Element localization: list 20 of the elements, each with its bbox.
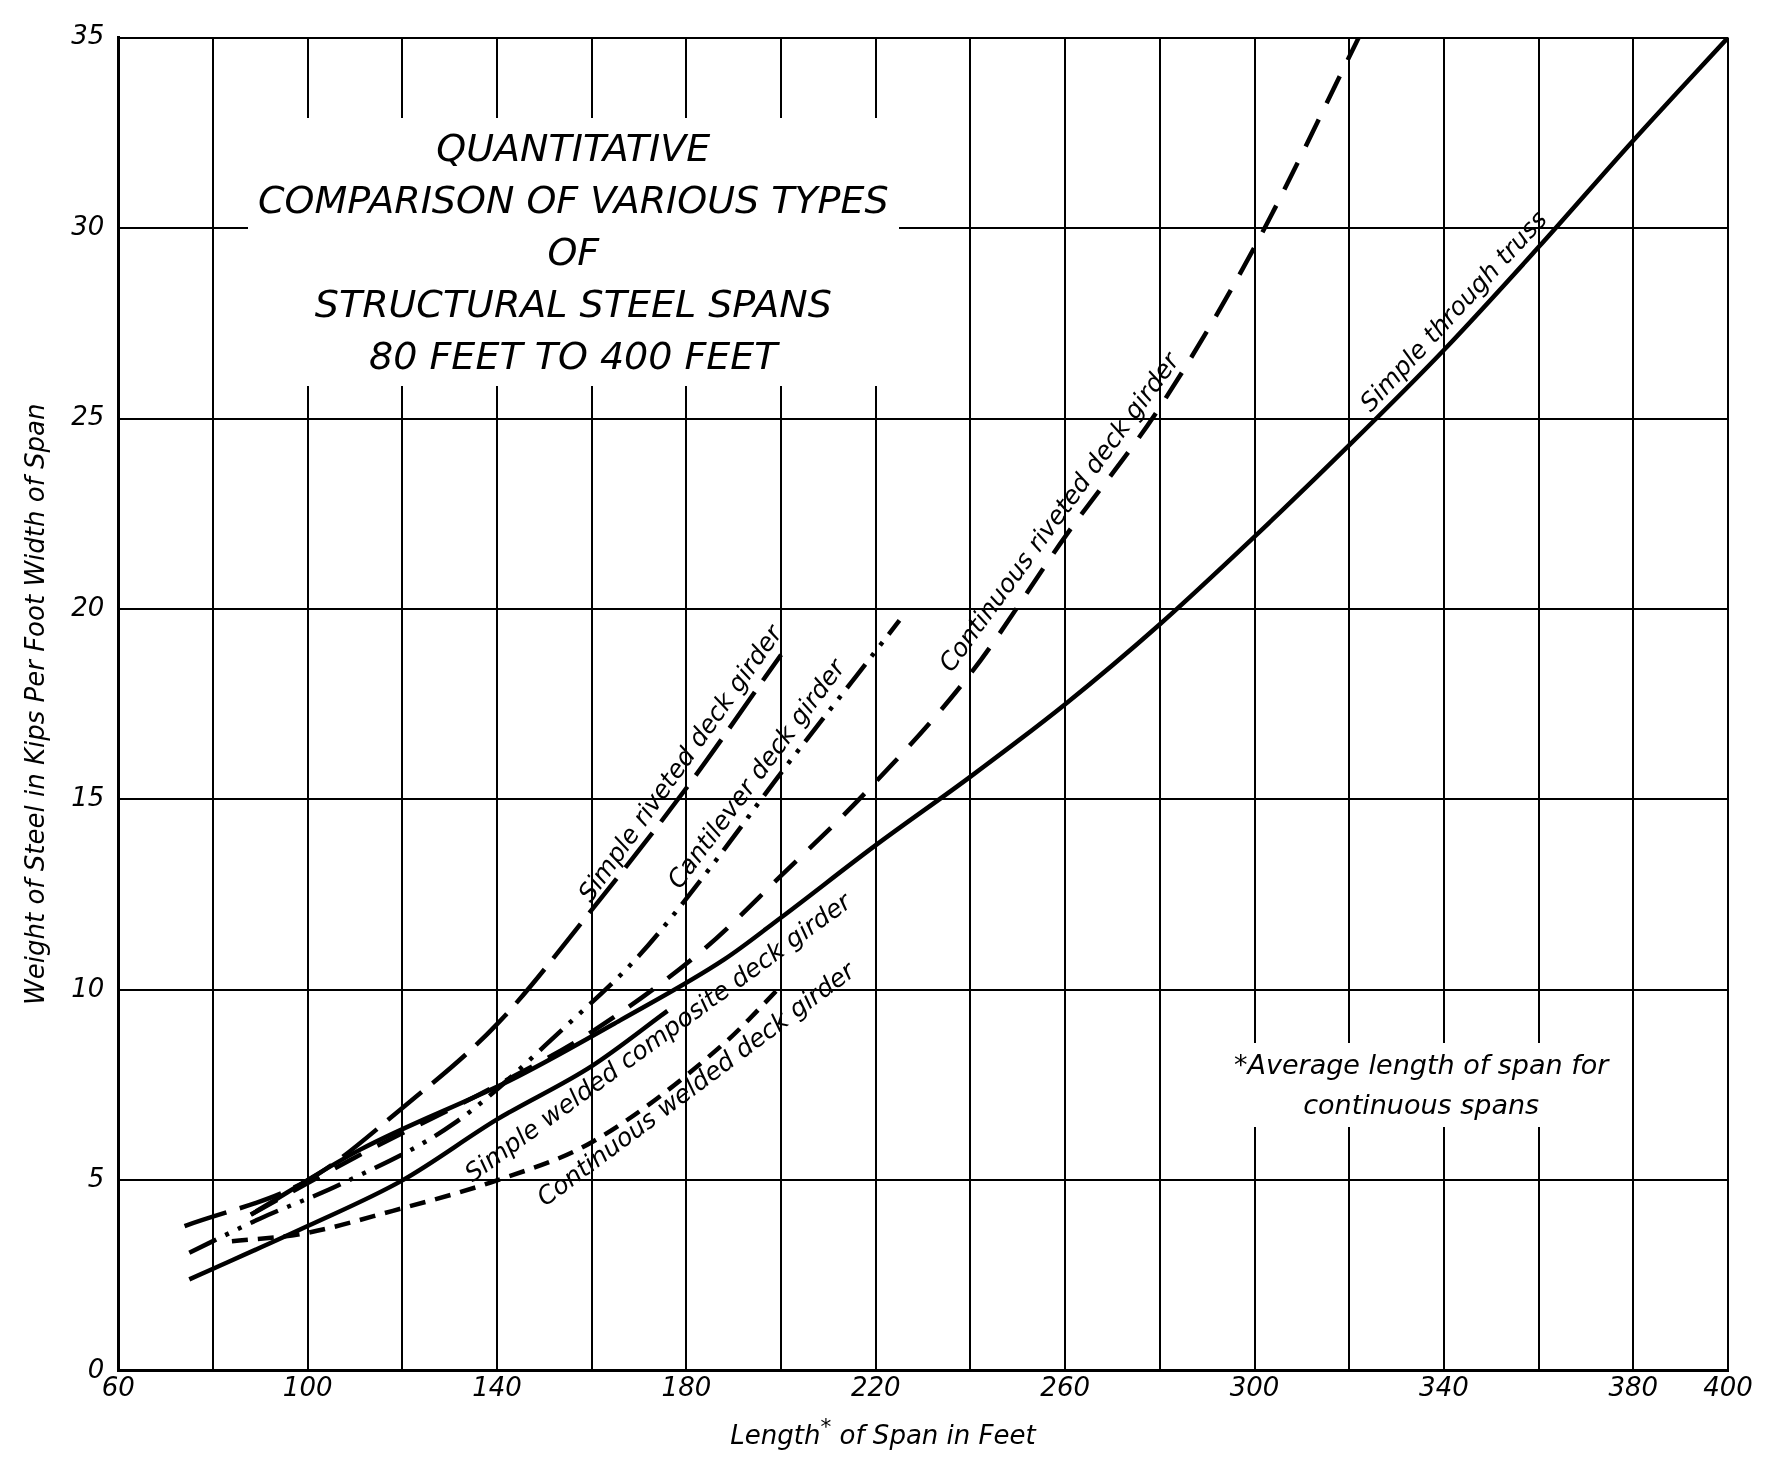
x-tick-label: 400 xyxy=(1703,1372,1753,1403)
annotation: *Average length of span for continuous spans xyxy=(1228,1043,1615,1127)
x-tick-label: 100 xyxy=(282,1372,333,1403)
x-tick-label: 340 xyxy=(1419,1372,1469,1403)
x-tick-label: 140 xyxy=(472,1372,522,1403)
text: QUANTITATIVE COMPARISON OF VARIOUS TYPES OF STRUCTURAL STEEL SPANS 80 FEET TO 400 FEET xyxy=(248,118,899,386)
x-tick-label: 300 xyxy=(1229,1372,1280,1403)
x-tick-label: 180 xyxy=(661,1372,712,1403)
y-tick-label: 10 xyxy=(71,972,105,1003)
y-tick-label: 20 xyxy=(71,591,105,622)
x-axis-title: Length$^{*}$ of Span in Feet xyxy=(729,1414,1038,1450)
y-tick-label: 25 xyxy=(71,401,105,432)
x-tick-label: 220 xyxy=(850,1372,901,1403)
y-tick-label: 30 xyxy=(71,210,105,241)
x-tick-label: 380 xyxy=(1608,1372,1659,1403)
y-tick-label: 5 xyxy=(87,1163,105,1194)
y-tick-label: 35 xyxy=(71,20,105,51)
y-tick-label: 15 xyxy=(71,782,105,813)
y-axis-title: Weight of Steel in Kips Per Foot Width of Span xyxy=(20,403,51,1005)
x-tick-label: 260 xyxy=(1040,1372,1090,1403)
